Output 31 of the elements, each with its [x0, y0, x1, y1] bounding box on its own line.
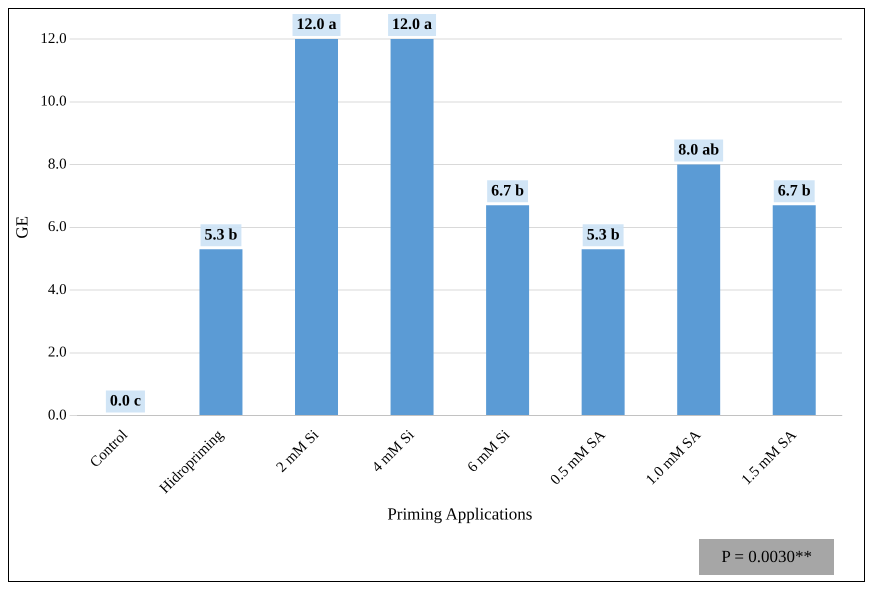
x-tick-label: 0.5 mM SA: [548, 427, 609, 488]
bar: [199, 249, 242, 416]
bar: [677, 164, 720, 416]
y-tick-label: 6.0: [48, 219, 67, 236]
bar: [390, 39, 434, 416]
x-tick-label: 2 mM Si: [274, 427, 322, 476]
data-label: 8.0 ab: [678, 142, 720, 159]
x-tick-label: 1.5 mM SA: [738, 427, 800, 488]
y-axis-title: GE: [12, 216, 32, 239]
text: P = 0.0030**: [699, 539, 834, 575]
y-tick-label: 2.0: [48, 344, 67, 361]
data-label: 5.3 b: [204, 226, 238, 244]
data-label: 12.0 a: [296, 16, 337, 34]
y-tick-label: 10.0: [40, 94, 67, 110]
x-axis-title: Priming Applications: [387, 504, 532, 524]
y-tick-label: 8.0: [48, 156, 67, 172]
bar: [295, 39, 338, 416]
bar: [582, 249, 625, 416]
data-label: 6.7 b: [491, 182, 524, 200]
x-tick-label: 6 mM Si: [464, 427, 514, 476]
data-label: 5.3 b: [586, 226, 620, 244]
y-tick-label: 0.0: [48, 407, 67, 424]
x-tick-label: 1.0 mM SA: [643, 427, 704, 488]
y-tick-label: 4.0: [48, 282, 67, 298]
data-label: 12.0 a: [392, 16, 432, 34]
data-label: 0.0 c: [110, 392, 141, 410]
bar: [772, 205, 816, 416]
bar: [486, 205, 530, 416]
data-label: 6.7 b: [778, 182, 811, 200]
y-tick-label: 12.0: [40, 30, 67, 47]
x-tick-label: 4 mM Si: [369, 427, 418, 476]
